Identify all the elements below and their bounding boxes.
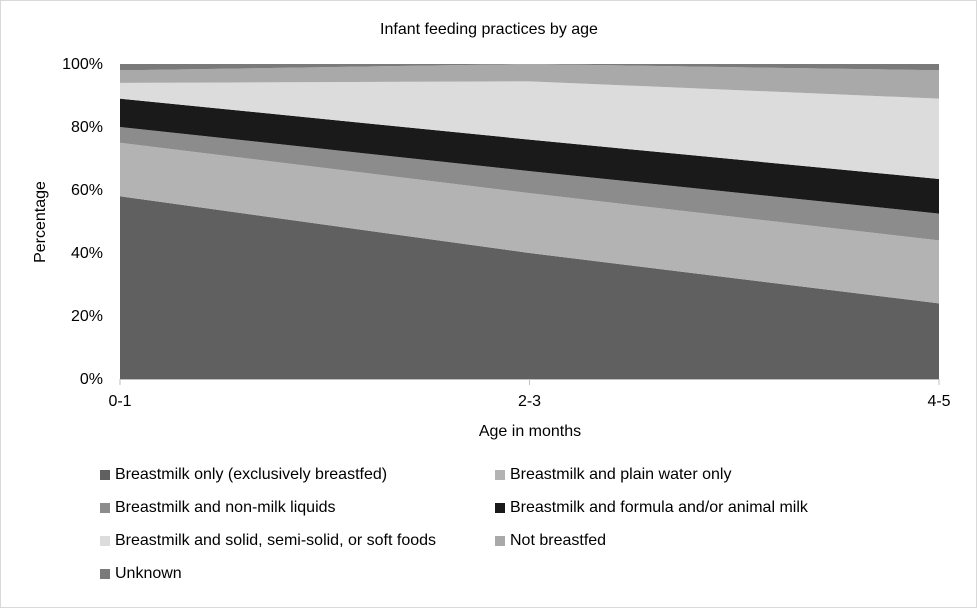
- area-series-6: [120, 64, 939, 71]
- legend-label: Breastmilk and solid, semi-solid, or sof…: [115, 532, 437, 549]
- axes: [119, 379, 940, 385]
- y-tick-label: 100%: [62, 56, 103, 73]
- x-tick-label: 4-5: [927, 393, 950, 410]
- area-series-1: [120, 142, 939, 304]
- legend-swatch: [495, 470, 505, 480]
- x-tick-label: 0-1: [108, 393, 131, 410]
- y-tick-label: 80%: [71, 119, 103, 136]
- legend-item: Breastmilk only (exclusively breastfed): [100, 466, 387, 484]
- y-axis-label: Percentage: [32, 181, 49, 263]
- legend-swatch: [100, 503, 110, 513]
- area-series-0: [120, 196, 939, 379]
- legend-item: Breastmilk and solid, semi-solid, or sof…: [100, 532, 436, 550]
- legend-label: Unknown: [115, 565, 182, 582]
- x-tick-label: 2-3: [518, 393, 541, 410]
- legend-swatch: [495, 503, 505, 513]
- legend-item: Breastmilk and formula and/or animal mil…: [495, 499, 808, 517]
- area-layers: [120, 64, 939, 379]
- legend-label: Breastmilk and formula and/or animal mil…: [510, 499, 808, 516]
- y-tick-label: 60%: [71, 182, 103, 199]
- y-tick-label: 40%: [71, 245, 103, 262]
- area-series-4: [120, 81, 939, 179]
- y-tick-label: 20%: [71, 308, 103, 325]
- legend-item: Breastmilk and non-milk liquids: [100, 499, 336, 517]
- legend-item: Not breastfed: [495, 532, 606, 550]
- legend-swatch: [495, 536, 505, 546]
- legend-item: Unknown: [100, 565, 182, 583]
- area-series-2: [120, 127, 939, 241]
- chart-title: Infant feeding practices by age: [380, 21, 598, 38]
- legend-label: Breastmilk and non-milk liquids: [115, 499, 336, 516]
- y-tick-labels: 0% 20% 40% 60% 80% 100%: [62, 56, 103, 388]
- legend-swatch: [100, 536, 110, 546]
- legend-swatch: [100, 569, 110, 579]
- legend-swatch: [100, 470, 110, 480]
- x-axis-label: Age in months: [479, 423, 581, 440]
- y-tick-label: 0%: [80, 371, 103, 388]
- area-series-3: [120, 98, 939, 214]
- legend-label: Breastmilk only (exclusively breastfed): [115, 466, 388, 483]
- area-series-5: [120, 64, 939, 99]
- legend-item: Breastmilk and plain water only: [495, 466, 731, 484]
- legend-label: Breastmilk and plain water only: [510, 466, 732, 483]
- x-tick-labels: 0-1 2-3 4-5: [108, 393, 950, 410]
- legend-label: Not breastfed: [510, 532, 607, 549]
